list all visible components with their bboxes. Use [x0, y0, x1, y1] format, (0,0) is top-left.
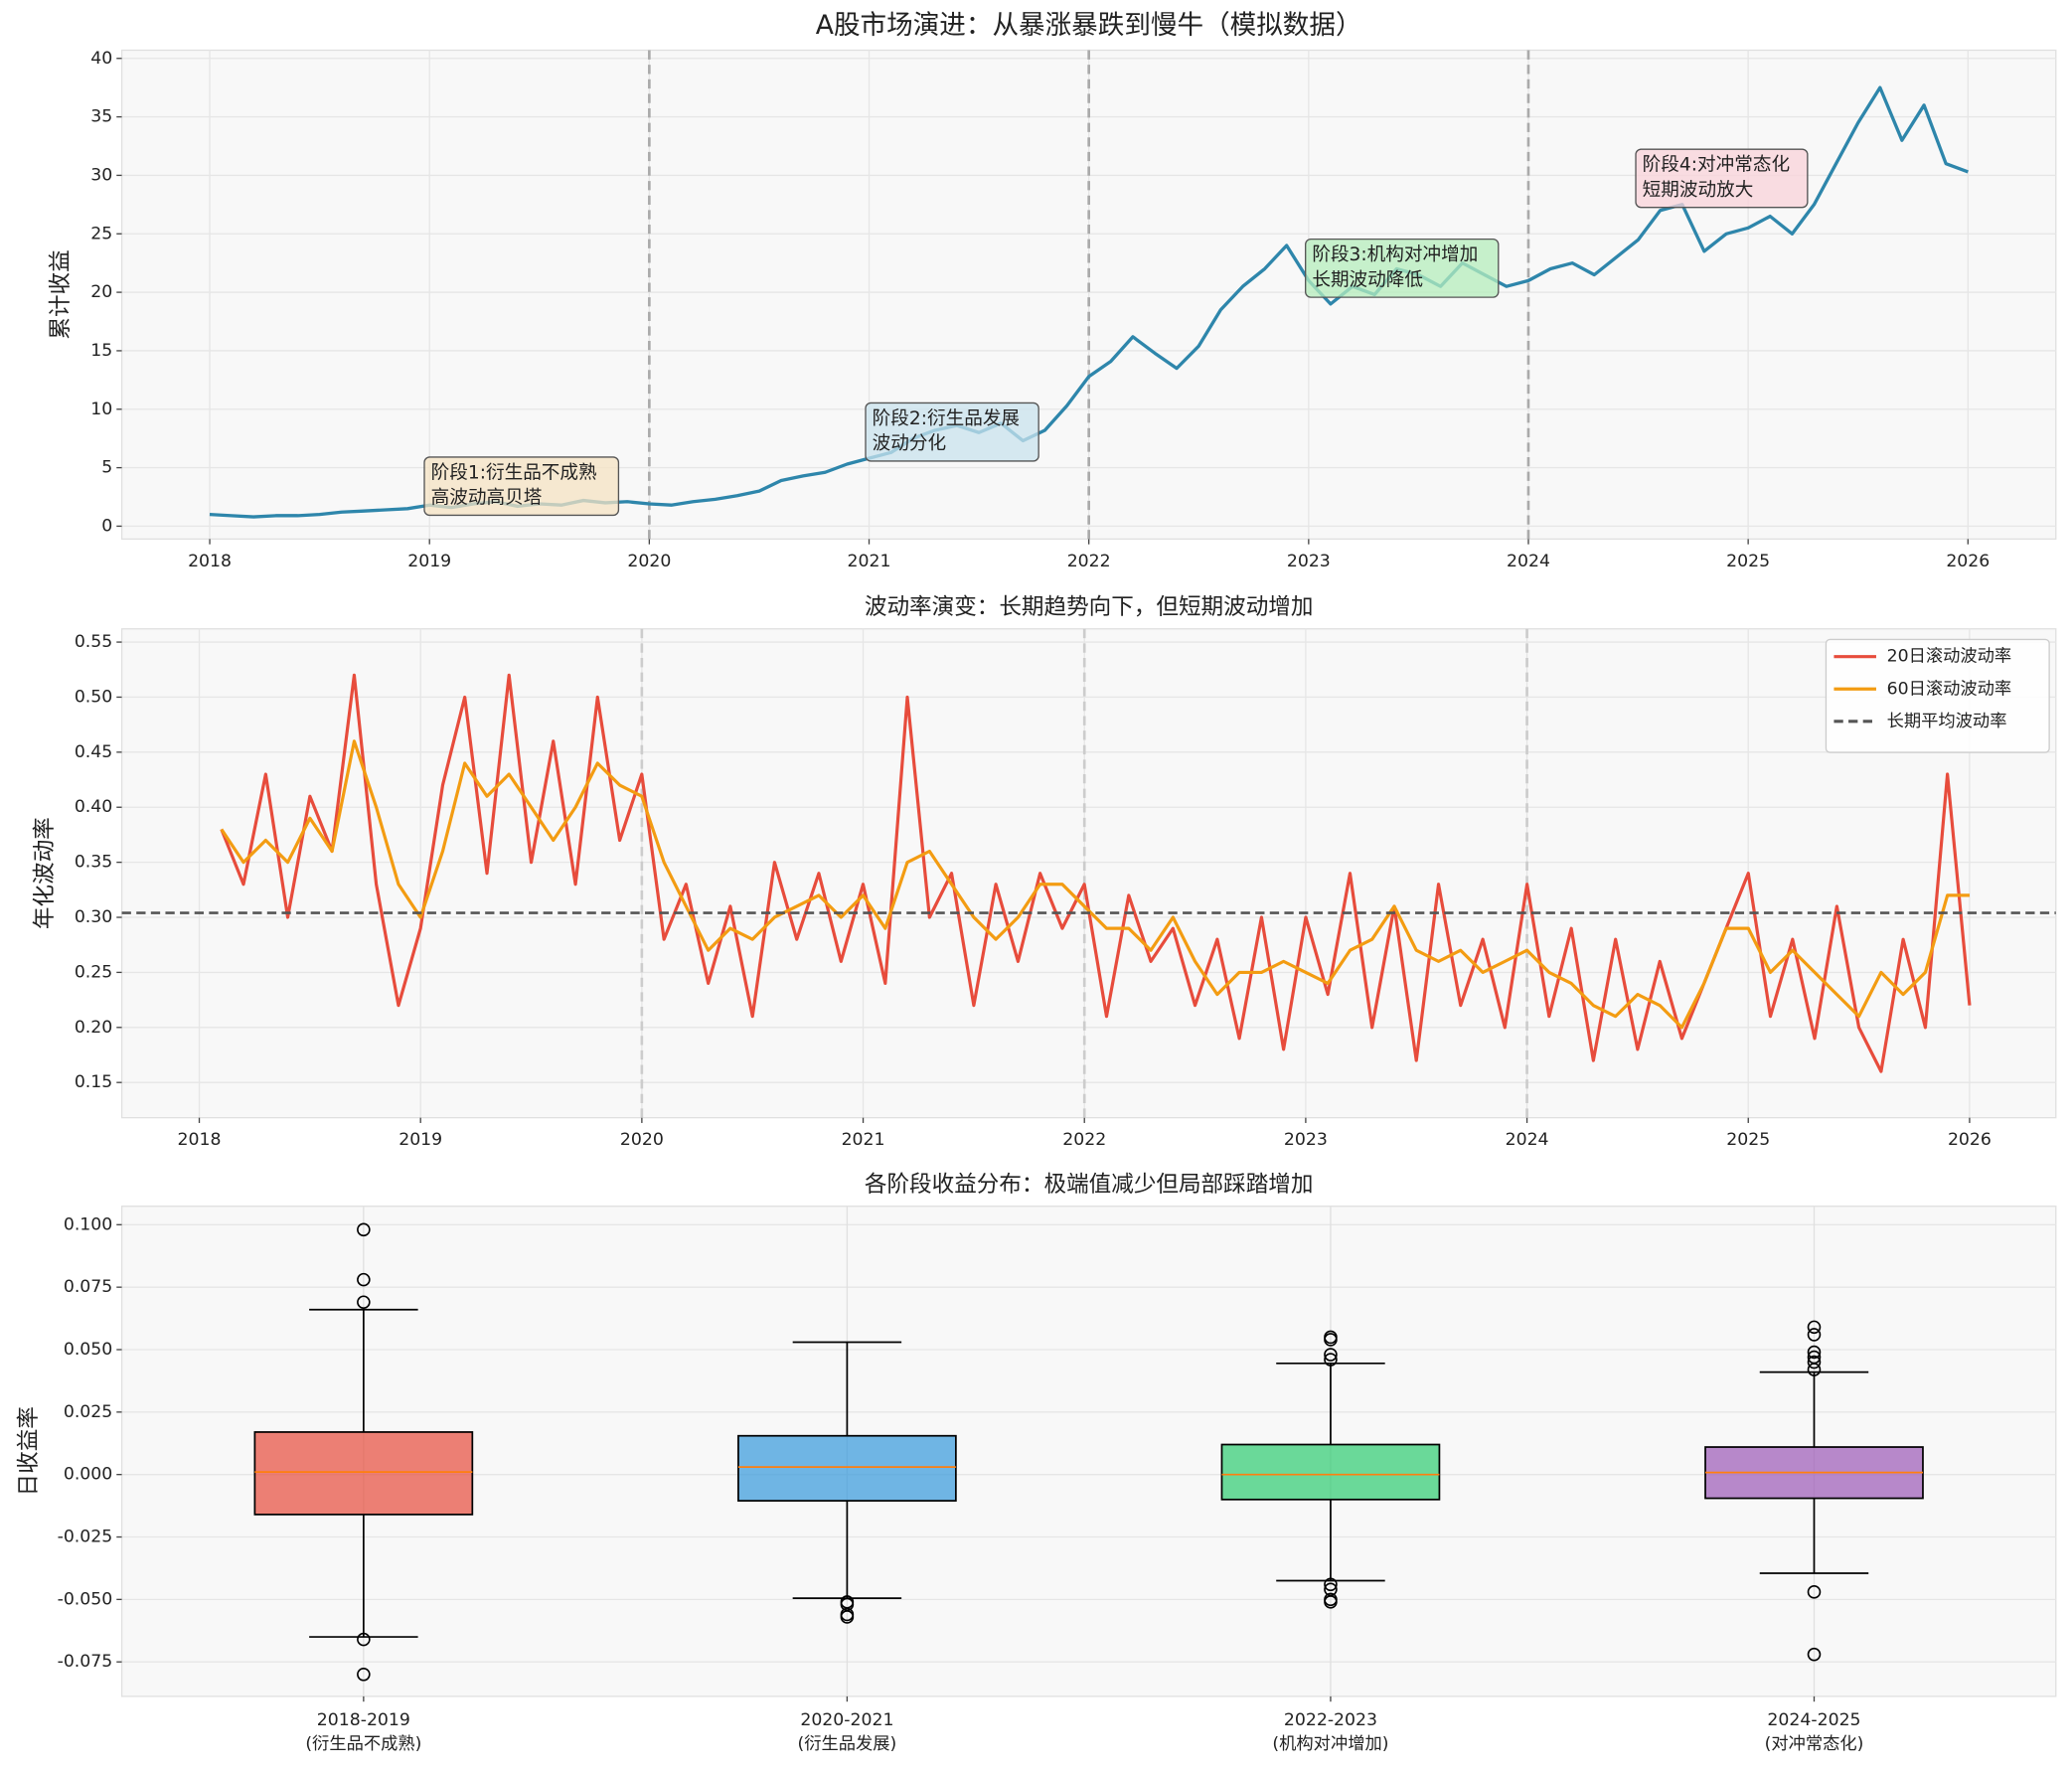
y-tick-label: 30 — [90, 165, 112, 185]
x-tick-label: (机构对冲增加) — [1272, 1734, 1388, 1754]
x-tick-label: 2018 — [188, 552, 232, 571]
y-tick-label: 0.20 — [75, 1018, 112, 1038]
y-tick-label: -0.075 — [58, 1652, 113, 1672]
plot-area — [120, 628, 2057, 1119]
y-tick-label: 10 — [90, 400, 112, 419]
outlier — [357, 1295, 371, 1310]
outlier — [357, 1272, 371, 1287]
outlier — [1807, 1363, 1822, 1376]
outlier — [1324, 1353, 1338, 1367]
annotation-text: 阶段4:对冲常态化 — [1643, 155, 1790, 176]
x-tick-label: 2022-2023 — [1284, 1710, 1377, 1730]
outlier — [1807, 1345, 1822, 1360]
x-tick-label: 2024-2025 — [1767, 1710, 1860, 1730]
y-tick-label: 20 — [90, 282, 112, 302]
box — [1220, 1443, 1441, 1501]
annotation-box — [865, 402, 1039, 462]
x-tick-label: (衍生品发展) — [797, 1734, 896, 1754]
chart-title: 各阶段收益分布：极端值减少但局部踩踏增加 — [865, 1172, 1314, 1198]
y-tick-label: 0.050 — [64, 1340, 112, 1360]
y-tick-label: 0.30 — [75, 907, 112, 927]
x-tick-label: 2022 — [1067, 552, 1111, 571]
volatility-line — [220, 739, 1970, 1030]
y-tick-label: 0.000 — [64, 1465, 112, 1485]
outlier — [1807, 1355, 1822, 1370]
outlier — [357, 1632, 371, 1647]
annotation-box — [1305, 238, 1500, 298]
outlier — [1324, 1595, 1338, 1609]
outlier — [1807, 1328, 1822, 1342]
y-axis-label: 年化波动率 — [32, 817, 58, 929]
x-tick-label: 2021 — [842, 1130, 885, 1150]
chart-title: 波动率演变：长期趋势向下，但短期波动增加 — [865, 594, 1314, 620]
annotation-text: 阶段3:机构对冲增加 — [1312, 244, 1478, 265]
y-tick-label: 0.35 — [75, 853, 112, 873]
outlier — [1324, 1348, 1338, 1362]
x-tick-label: 2020 — [620, 1130, 664, 1150]
x-tick-label: 2026 — [1948, 1130, 1992, 1150]
y-tick-label: 0.025 — [64, 1402, 112, 1422]
y-tick-label: -0.050 — [58, 1589, 113, 1609]
annotation-box — [423, 456, 620, 517]
outlier — [840, 1610, 855, 1624]
y-tick-label: 0.40 — [75, 797, 112, 817]
x-tick-label: 2022 — [1062, 1130, 1106, 1150]
y-axis-label: 累计收益 — [48, 249, 74, 339]
x-tick-label: 2024 — [1506, 1130, 1549, 1150]
y-tick-label: 0.075 — [64, 1277, 112, 1297]
y-tick-label: 5 — [101, 458, 112, 478]
legend-label: 长期平均波动率 — [1887, 712, 2007, 731]
annotation-text: 高波动高贝塔 — [431, 488, 543, 509]
x-tick-label: 2024 — [1507, 552, 1550, 571]
x-tick-label: (对冲常态化) — [1765, 1734, 1864, 1754]
y-tick-label: -0.025 — [58, 1528, 113, 1547]
box — [253, 1431, 474, 1516]
x-tick-label: (衍生品不成熟) — [305, 1733, 421, 1754]
y-tick-label: 0 — [101, 516, 112, 536]
x-tick-label: 2023 — [1287, 552, 1331, 571]
x-tick-label: 2026 — [1946, 552, 1990, 571]
x-tick-label: 2018 — [178, 1130, 222, 1150]
legend-box — [1825, 638, 2050, 753]
annotation-text: 阶段2:衍生品发展 — [873, 408, 1020, 429]
y-axis-label: 日收益率 — [16, 1406, 42, 1496]
y-tick-label: 15 — [90, 341, 112, 361]
chart-title: A股市场演进：从暴涨暴跌到慢牛（模拟数据） — [816, 10, 1362, 41]
annotation-box — [1635, 148, 1809, 209]
outlier — [357, 1667, 371, 1682]
y-tick-label: 0.25 — [75, 962, 112, 982]
y-tick-label: 0.55 — [75, 632, 112, 652]
x-tick-label: 2021 — [848, 552, 891, 571]
y-tick-label: 0.15 — [75, 1072, 112, 1092]
outlier — [357, 1222, 371, 1237]
y-tick-label: 35 — [90, 107, 112, 127]
annotation-text: 长期波动降低 — [1312, 269, 1423, 290]
x-tick-label: 2018-2019 — [317, 1710, 410, 1730]
outlier — [1807, 1585, 1822, 1599]
x-tick-label: 2019 — [398, 1130, 442, 1150]
y-tick-label: 0.50 — [75, 687, 112, 707]
outlier — [1324, 1330, 1338, 1345]
x-tick-label: 2025 — [1726, 1130, 1770, 1150]
x-tick-label: 2023 — [1284, 1130, 1328, 1150]
annotation-text: 波动分化 — [873, 433, 946, 454]
legend-label: 60日滚动波动率 — [1887, 679, 2012, 699]
y-tick-label: 25 — [90, 224, 112, 243]
x-tick-label: 2020 — [627, 552, 671, 571]
box — [737, 1434, 957, 1502]
y-tick-label: 40 — [90, 49, 112, 69]
outlier — [1807, 1320, 1822, 1335]
x-tick-label: 2020-2021 — [800, 1710, 893, 1730]
x-tick-label: 2025 — [1726, 552, 1770, 571]
outlier — [1807, 1647, 1822, 1662]
outlier — [1324, 1577, 1338, 1592]
y-tick-label: 0.100 — [64, 1214, 112, 1234]
annotation-text: 阶段1:衍生品不成熟 — [431, 462, 597, 483]
annotation-text: 短期波动放大 — [1643, 180, 1754, 201]
x-tick-label: 2019 — [407, 552, 451, 571]
y-tick-label: 0.45 — [75, 742, 112, 762]
legend-label: 20日滚动波动率 — [1887, 647, 2012, 667]
